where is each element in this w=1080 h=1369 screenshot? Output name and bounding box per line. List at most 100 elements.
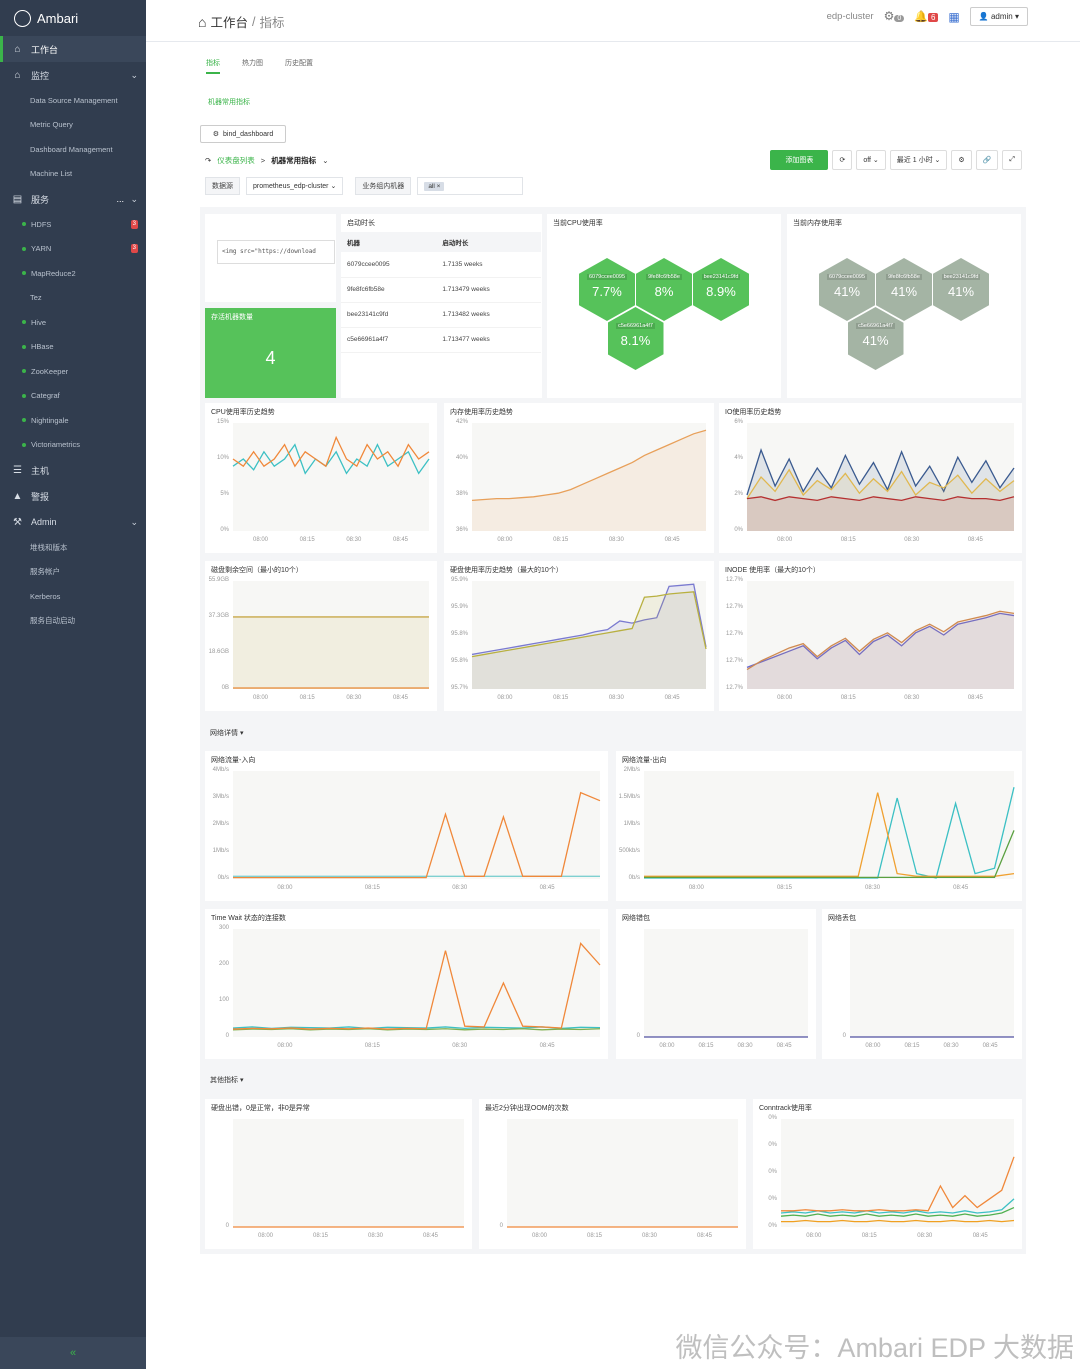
chart-plot[interactable] — [444, 561, 714, 711]
row-network[interactable]: 网络详情 ▾ — [210, 730, 244, 737]
series-line[interactable] — [780, 1206, 1015, 1217]
share-link-button[interactable]: 🔗 — [975, 150, 999, 170]
series-line[interactable] — [746, 468, 1015, 499]
bell-icon[interactable]: 🔔 6 — [914, 10, 939, 23]
dashboard-title[interactable]: 机器常用指标 — [271, 156, 317, 165]
sidebar-item-19[interactable]: ⚒ Admin ⌄ — [0, 509, 146, 535]
chevron-down-icon[interactable]: ⌄ — [322, 156, 329, 165]
hex-cell[interactable]: 6079ccee0095 7.7% — [579, 258, 635, 321]
breadcrumb-home[interactable]: 工作台 — [210, 16, 248, 30]
dashboard-link[interactable]: 机器常用指标 — [208, 99, 250, 106]
col-uptime[interactable]: 启动时长 — [436, 232, 541, 252]
sidebar-item-2[interactable]: Data Source Management — [0, 88, 146, 113]
series-line[interactable] — [232, 942, 601, 1030]
cluster-name[interactable]: edp-cluster — [826, 11, 874, 22]
user-menu-button[interactable]: 👤 admin ▾ — [969, 7, 1028, 26]
refresh-button[interactable]: ⟳ — [832, 150, 853, 170]
datasource-select[interactable]: prometheus_edp-cluster ⌄ — [246, 177, 344, 195]
chart-plot[interactable] — [616, 909, 816, 1059]
sidebar-item-21[interactable]: 服务帐户 — [0, 560, 146, 585]
sidebar-item-11[interactable]: Hive — [0, 310, 146, 335]
series-line[interactable] — [746, 612, 1015, 669]
series-line[interactable] — [781, 1219, 1015, 1223]
chevron-down-icon[interactable]: ⌄ — [130, 193, 138, 204]
sidebar-item-14[interactable]: Categraf — [0, 384, 146, 409]
series-line[interactable] — [471, 591, 707, 658]
series-line[interactable] — [471, 429, 707, 502]
series-line[interactable] — [781, 1156, 1015, 1212]
sidebar-item-1[interactable]: ⌂ 监控 ⌄ — [0, 62, 146, 88]
series-line[interactable] — [232, 435, 430, 468]
series-line[interactable] — [746, 496, 1015, 502]
tab-metrics[interactable]: 指标 — [206, 58, 220, 74]
chart-plot[interactable] — [205, 909, 608, 1059]
settings-button[interactable]: ⚙ — [951, 150, 972, 170]
home-icon[interactable]: ⌂ — [198, 13, 207, 30]
series-line[interactable] — [471, 583, 707, 656]
dashboard-list-link[interactable]: 仪表盘列表 — [217, 156, 255, 165]
sidebar-item-5[interactable]: Machine List — [0, 162, 146, 187]
chevron-down-icon[interactable]: ⌄ — [130, 69, 138, 80]
tab-history-config[interactable]: 历史配置 — [285, 60, 313, 67]
series-line[interactable] — [746, 610, 1015, 671]
hex-cell[interactable]: 6079ccee0095 41% — [819, 258, 875, 321]
chart-plot[interactable] — [479, 1099, 746, 1249]
hex-cell[interactable]: bee23141c9fd 41% — [933, 258, 989, 321]
hex-cell[interactable]: bee23141c9fd 8.9% — [693, 258, 749, 321]
chart-plot[interactable] — [753, 1099, 1022, 1249]
sidebar-item-18[interactable]: ▲ 警报 — [0, 483, 146, 509]
chart-plot[interactable] — [719, 403, 1022, 553]
chart-plot[interactable] — [205, 751, 608, 901]
series-line[interactable] — [232, 1028, 601, 1031]
apps-grid-icon[interactable]: ▦ — [948, 9, 960, 24]
hex-cell[interactable]: c5e66961a4f7 41% — [847, 307, 904, 370]
refresh-interval-select[interactable]: off ⌄ — [856, 150, 886, 170]
chart-plot[interactable] — [444, 403, 714, 553]
series-line[interactable] — [233, 791, 601, 879]
chart-plot[interactable] — [616, 751, 1022, 901]
sidebar-item-7[interactable]: HDFS 3 — [0, 212, 146, 237]
sidebar-item-16[interactable]: Victoriametrics — [0, 433, 146, 458]
chevron-down-icon[interactable]: ⌄ — [130, 516, 138, 527]
chart-plot[interactable] — [205, 403, 437, 553]
sidebar-item-23[interactable]: 服务自动启动 — [0, 609, 146, 634]
machine-select[interactable]: all × — [417, 177, 524, 195]
sidebar-item-10[interactable]: Tez — [0, 286, 146, 311]
chart-plot[interactable] — [205, 1099, 472, 1249]
sidebar-item-4[interactable]: Dashboard Management — [0, 137, 146, 162]
sidebar-item-8[interactable]: YARN 3 — [0, 237, 146, 262]
chart-plot[interactable] — [822, 909, 1022, 1059]
series-line[interactable] — [746, 448, 1015, 496]
remove-tag-icon[interactable]: × — [436, 182, 441, 190]
col-machine[interactable]: 机器 — [341, 232, 437, 252]
sidebar-item-20[interactable]: 堆栈和版本 — [0, 535, 146, 560]
sidebar-item-12[interactable]: HBase — [0, 335, 146, 360]
sidebar-item-3[interactable]: Metric Query — [0, 113, 146, 138]
collapse-sidebar-button[interactable]: « — [0, 1337, 146, 1369]
more-icon[interactable]: ... — [116, 194, 124, 204]
back-icon[interactable]: ↷ — [205, 156, 212, 165]
bind-dashboard-button[interactable]: ⚙ bind_dashboard — [200, 125, 286, 143]
series-line[interactable] — [232, 443, 430, 475]
sidebar-item-13[interactable]: ZooKeeper — [0, 359, 146, 384]
sidebar-item-15[interactable]: Nightingale — [0, 408, 146, 433]
sidebar-item-0[interactable]: ⌂ 工作台 — [0, 36, 146, 62]
sidebar-item-22[interactable]: Kerberos — [0, 584, 146, 609]
time-range-select[interactable]: 最近 1 小时 ⌄ — [889, 150, 948, 170]
hex-cell[interactable]: 9fe8fc6fb58e 8% — [636, 258, 692, 321]
tab-heatmap[interactable]: 热力图 — [242, 60, 263, 67]
series-line[interactable] — [644, 792, 1015, 877]
sidebar-item-6[interactable]: ▤ 服务... ⌄ — [0, 186, 146, 212]
hex-cell[interactable]: 9fe8fc6fb58e 41% — [876, 258, 932, 321]
chart-plot[interactable] — [719, 561, 1022, 711]
fullscreen-button[interactable]: ⤢ — [1002, 150, 1022, 170]
gear-icon[interactable]: ⚙ 0 — [884, 9, 905, 24]
chart-plot[interactable] — [205, 561, 437, 711]
hex-cell[interactable]: c5e66961a4f7 8.1% — [607, 307, 664, 370]
sidebar-item-17[interactable]: ☰ 主机 — [0, 457, 146, 483]
row-other[interactable]: 其他指标 ▾ — [210, 1077, 244, 1084]
sidebar-item-9[interactable]: MapReduce2 — [0, 261, 146, 286]
app-logo[interactable]: Ambari — [0, 0, 146, 36]
series-line[interactable] — [644, 830, 1015, 879]
add-chart-button[interactable]: 添加图表 — [770, 150, 829, 170]
